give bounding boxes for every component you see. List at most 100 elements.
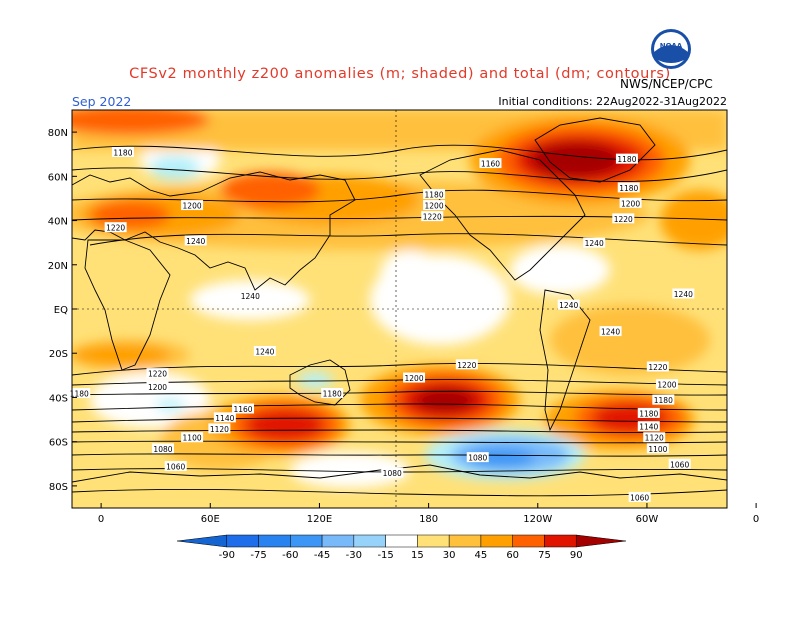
contour-label: 1120: [208, 423, 231, 434]
positive-anomaly: [660, 190, 727, 250]
contour-1060-sh: [72, 488, 727, 497]
contour-label: 1140: [213, 412, 236, 423]
contour-1080-sh: [72, 453, 727, 457]
colorbar-label: -45: [314, 550, 330, 561]
contour-label-bg: [104, 222, 127, 233]
colorbar-label: -60: [282, 550, 298, 561]
colorbar-label: 75: [538, 550, 551, 561]
contour-1200-nh: [72, 189, 727, 203]
contour-label: 1180: [652, 394, 675, 405]
contour-label-text: 1200: [183, 202, 202, 211]
contour-1160-sh: [72, 403, 727, 411]
contour-label: 1180: [111, 147, 134, 158]
contour-label-text: 1180: [425, 191, 444, 200]
contour-label-text: 1220: [148, 370, 167, 379]
colorbar-label: -90: [219, 550, 235, 561]
contour-label: 1240: [239, 290, 262, 301]
noaa-logo-text: NOAA: [660, 42, 683, 50]
contour-label-bg: [455, 359, 478, 370]
positive-anomaly: [72, 343, 170, 367]
contour-label-text: 1240: [186, 237, 205, 246]
contour-label-bg: [646, 443, 669, 454]
contour-1180-sh: [72, 390, 727, 396]
contour-label: 1160: [479, 158, 502, 169]
contour-label-text: 1200: [405, 374, 424, 383]
contour-label-bg: [146, 368, 169, 379]
chart-title: CFSv2 monthly z200 anomalies (m; shaded)…: [129, 66, 671, 82]
colorbar-label: 45: [475, 550, 488, 561]
contour-label: 1240: [184, 235, 207, 246]
contour-label: 1180: [423, 189, 446, 200]
contour-label-text: 1080: [383, 469, 402, 478]
contour-1200-sh: [72, 379, 727, 386]
neutral-region: [380, 250, 440, 300]
neutral-region: [510, 245, 610, 295]
contour-label-text: 1060: [166, 462, 185, 471]
lat-tick-label: 40N: [48, 217, 68, 228]
contour-1220-sh: [72, 362, 727, 376]
contour-label-bg: [184, 235, 207, 246]
contour-label-bg: [637, 421, 660, 432]
contour-label: 1220: [421, 211, 444, 222]
contour-label-bg: [239, 290, 262, 301]
contour-label: 1180: [68, 388, 91, 399]
contour-label-text: 1060: [630, 493, 649, 502]
contour-label-text: 1240: [559, 301, 578, 310]
contour-label-text: 1160: [481, 160, 500, 169]
contour-label-bg: [619, 197, 642, 208]
contour-label: 1240: [583, 237, 606, 248]
contour-label-text: 1060: [670, 460, 689, 469]
initial-conditions: Initial conditions: 22Aug2022-31Aug2022: [498, 95, 727, 108]
contour-label: 1080: [151, 443, 174, 454]
contour-label-bg: [68, 388, 91, 399]
lat-tick-label: 20S: [49, 349, 68, 360]
contour-label: 1240: [672, 288, 695, 299]
contour-label-bg: [668, 458, 691, 469]
positive-anomaly: [220, 172, 320, 208]
contour-label-bg: [253, 346, 276, 357]
contour-label-text: 1180: [639, 409, 658, 418]
contour-label-text: 1220: [423, 213, 442, 222]
negative-anomaly: [155, 399, 185, 411]
lon-tick-label: 0: [98, 514, 104, 525]
contour-label-bg: [643, 432, 666, 443]
colorbar-label: -75: [250, 550, 266, 561]
contour-label-text: 1220: [106, 224, 125, 233]
lat-tick-label: EQ: [54, 305, 68, 316]
colorbar-cell: [321, 534, 355, 548]
contour-label-text: 1080: [468, 454, 487, 463]
noaa-logo: NOAA: [651, 29, 691, 69]
contour-label: 1200: [619, 197, 642, 208]
contour-label-text: 1120: [645, 434, 664, 443]
lon-tick-label: 120W: [523, 514, 552, 525]
colorbar-cell: [176, 534, 228, 548]
eurasia-outline: [72, 171, 356, 291]
colorbar-cell: [544, 534, 577, 548]
contour-label-bg: [617, 182, 640, 193]
positive-anomaly: [550, 305, 710, 375]
latitude-axis: 80N 60N 40N 20N EQ 20S 40S 60S 80S: [48, 128, 77, 493]
contour-label-text: 1200: [425, 202, 444, 211]
contour-label-bg: [146, 381, 169, 392]
south-america-outline: [539, 289, 591, 432]
positive-anomaly: [245, 409, 325, 441]
contour-label-bg: [612, 213, 635, 224]
longitude-axis: 0 60E 120E 180 120W 60W 0: [98, 503, 759, 525]
lat-tick-label: 60S: [49, 438, 68, 449]
contour-label-text: 1180: [617, 155, 636, 164]
contour-label: 1220: [646, 361, 669, 372]
contour-label-bg: [208, 423, 231, 434]
contour-label-text: 1140: [215, 414, 234, 423]
contour-label-text: 1180: [113, 149, 132, 158]
contour-label: 1220: [146, 368, 169, 379]
contour-label: 1200: [423, 200, 446, 211]
colorbar-label: 15: [411, 550, 424, 561]
contour-label-text: 1180: [654, 396, 673, 405]
contour-label: 1140: [637, 421, 660, 432]
contour-label-bg: [423, 200, 446, 211]
lon-tick-label: 120E: [307, 514, 332, 525]
lat-tick-label: 60N: [48, 172, 68, 183]
contour-label-bg: [583, 237, 606, 248]
contour-1180-nh: [72, 167, 727, 182]
